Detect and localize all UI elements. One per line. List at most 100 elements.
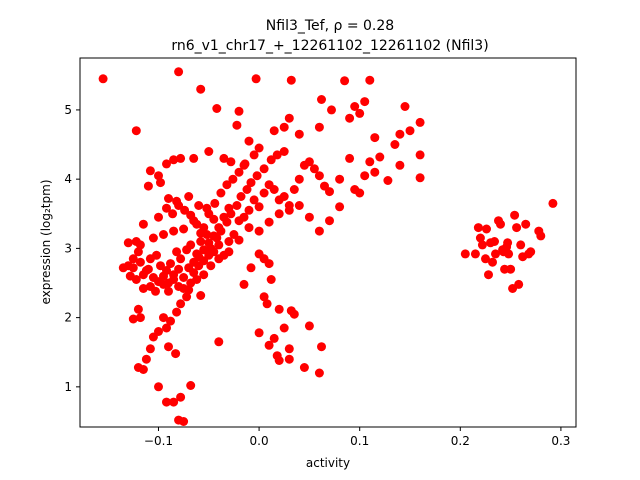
data-point bbox=[264, 217, 274, 227]
data-point bbox=[224, 237, 234, 246]
data-point bbox=[204, 147, 214, 156]
data-point bbox=[234, 106, 244, 116]
data-point bbox=[264, 259, 274, 269]
data-point bbox=[239, 279, 249, 289]
data-point bbox=[299, 363, 309, 372]
data-point bbox=[172, 307, 182, 317]
data-point bbox=[294, 129, 304, 139]
data-point bbox=[246, 178, 256, 188]
data-point bbox=[244, 223, 254, 233]
data-point bbox=[340, 76, 350, 86]
data-point bbox=[314, 368, 324, 378]
data-point bbox=[279, 192, 289, 201]
data-point bbox=[154, 171, 163, 181]
data-point bbox=[206, 261, 216, 271]
data-point bbox=[415, 117, 425, 127]
data-point bbox=[156, 261, 165, 271]
data-point bbox=[266, 275, 276, 284]
data-point bbox=[251, 74, 261, 84]
data-point bbox=[335, 202, 345, 212]
x-tick-label: −0.1 bbox=[144, 434, 173, 448]
data-point bbox=[128, 314, 138, 324]
y-tick-label: 5 bbox=[64, 103, 72, 117]
data-point bbox=[143, 181, 153, 191]
data-point bbox=[279, 147, 289, 156]
data-point bbox=[210, 198, 220, 208]
y-tick-label: 4 bbox=[64, 172, 72, 186]
data-point bbox=[224, 203, 234, 213]
data-point bbox=[166, 316, 175, 326]
data-point bbox=[131, 275, 141, 284]
data-point bbox=[314, 171, 324, 181]
data-point bbox=[491, 249, 500, 259]
data-point bbox=[179, 224, 189, 234]
data-point bbox=[169, 155, 179, 165]
data-point bbox=[179, 417, 189, 426]
data-point bbox=[180, 205, 190, 215]
data-point bbox=[274, 356, 284, 365]
chart-subtitle: rn6_v1_chr17_+_12261102_12261102 (Nfil3) bbox=[171, 38, 488, 54]
data-point bbox=[214, 240, 224, 250]
data-point bbox=[194, 252, 204, 262]
data-point bbox=[249, 195, 259, 205]
y-axis-label: expression (log₂tpm) bbox=[39, 179, 53, 304]
data-point bbox=[232, 120, 242, 130]
data-point bbox=[192, 219, 202, 229]
data-point bbox=[148, 233, 158, 243]
data-point bbox=[269, 126, 279, 136]
data-point bbox=[176, 299, 186, 309]
data-point bbox=[289, 185, 299, 194]
data-point bbox=[259, 164, 269, 174]
data-point bbox=[345, 113, 355, 123]
data-point bbox=[212, 104, 222, 113]
data-point bbox=[226, 157, 236, 167]
data-point bbox=[164, 342, 173, 352]
data-point bbox=[304, 157, 314, 167]
data-point bbox=[514, 279, 524, 289]
data-point bbox=[279, 323, 289, 333]
data-point bbox=[262, 299, 272, 309]
data-point bbox=[159, 313, 168, 323]
data-point bbox=[536, 231, 546, 241]
data-point bbox=[269, 333, 279, 343]
data-point bbox=[314, 226, 324, 236]
data-point bbox=[400, 102, 410, 111]
data-point bbox=[135, 257, 145, 267]
data-point bbox=[266, 155, 276, 165]
data-point bbox=[481, 254, 490, 264]
data-point bbox=[477, 240, 487, 250]
data-point bbox=[214, 254, 224, 264]
data-point bbox=[365, 157, 375, 167]
data-point bbox=[370, 133, 380, 143]
data-point bbox=[234, 235, 244, 245]
data-point bbox=[365, 75, 375, 85]
data-point bbox=[199, 245, 209, 255]
data-point bbox=[179, 273, 189, 282]
data-point bbox=[390, 140, 400, 149]
data-point bbox=[174, 201, 184, 210]
data-point bbox=[294, 174, 304, 184]
data-point bbox=[141, 354, 151, 364]
data-point bbox=[473, 223, 483, 233]
data-point bbox=[184, 285, 194, 295]
data-point bbox=[325, 216, 334, 226]
data-point bbox=[186, 210, 196, 220]
data-point bbox=[196, 237, 206, 246]
data-point bbox=[176, 254, 186, 264]
y-tick-label: 1 bbox=[64, 380, 72, 394]
plot-frame bbox=[79, 57, 577, 428]
data-point bbox=[131, 237, 141, 246]
data-point bbox=[370, 167, 380, 177]
data-point bbox=[269, 185, 279, 194]
data-point bbox=[128, 254, 138, 264]
data-point bbox=[490, 237, 499, 246]
data-point bbox=[304, 212, 314, 222]
data-point bbox=[254, 202, 264, 212]
data-point bbox=[228, 174, 238, 184]
data-point bbox=[131, 126, 141, 136]
data-point bbox=[159, 271, 168, 281]
data-point bbox=[118, 263, 128, 273]
data-point bbox=[204, 209, 214, 219]
data-point bbox=[204, 238, 214, 248]
